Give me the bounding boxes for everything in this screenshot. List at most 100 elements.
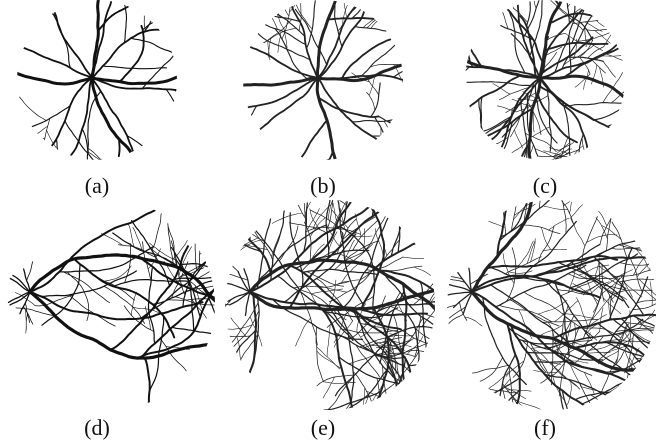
vessel xyxy=(250,207,369,292)
vessel xyxy=(375,117,385,135)
vessel xyxy=(20,97,47,121)
vessel xyxy=(104,266,131,281)
vessel xyxy=(407,336,423,354)
vessel xyxy=(576,298,588,328)
panel-caption: (d) xyxy=(84,415,110,440)
vessel xyxy=(328,152,333,163)
vessel xyxy=(226,336,250,337)
vessel xyxy=(481,97,482,129)
vessel xyxy=(381,127,382,139)
vessel xyxy=(600,308,603,332)
vessel xyxy=(103,66,167,69)
vessel xyxy=(326,159,330,161)
vessel xyxy=(544,206,568,209)
vessel xyxy=(610,392,613,395)
vessel xyxy=(119,139,120,159)
vessel xyxy=(447,314,463,325)
vessel xyxy=(619,279,655,282)
vessel xyxy=(502,388,505,400)
vessel xyxy=(465,317,483,326)
figure: (a) (b) (c) (d) (e) (f) xyxy=(0,0,656,445)
vessel xyxy=(131,292,136,315)
vessel xyxy=(355,27,387,32)
vessel xyxy=(460,302,467,321)
vessel xyxy=(467,82,531,86)
vessel xyxy=(549,150,579,161)
vessel xyxy=(327,325,330,357)
vessel xyxy=(166,89,175,102)
vessel xyxy=(584,70,589,89)
vessel xyxy=(509,271,533,274)
vessel-map xyxy=(222,196,437,411)
vessel xyxy=(563,103,623,106)
panel-caption: (a) xyxy=(85,173,109,198)
vessel xyxy=(606,215,612,251)
vessel xyxy=(523,0,540,37)
vessel xyxy=(514,204,535,215)
vessel-map xyxy=(15,0,179,163)
vessel xyxy=(497,106,516,112)
vessel xyxy=(367,92,375,110)
vessel xyxy=(285,9,289,16)
vessel xyxy=(229,274,248,280)
vessel xyxy=(512,204,517,231)
panel-caption: (f) xyxy=(534,415,556,440)
vessel xyxy=(414,267,432,276)
vessel xyxy=(65,121,96,163)
vessel xyxy=(296,318,311,346)
vessel xyxy=(574,39,577,59)
vessel xyxy=(486,221,505,228)
vessel xyxy=(547,88,551,152)
vessel xyxy=(449,285,472,292)
vessel-map xyxy=(243,0,405,162)
vessel xyxy=(543,249,567,251)
vessel xyxy=(384,121,388,128)
vessel xyxy=(27,262,33,281)
vessel xyxy=(152,212,162,251)
vessel xyxy=(245,292,250,316)
vessel xyxy=(403,257,427,258)
vessel xyxy=(56,139,57,151)
vessel xyxy=(336,341,388,396)
vessel xyxy=(586,352,610,353)
vessel xyxy=(335,248,368,270)
vessel xyxy=(223,299,231,308)
vessel xyxy=(506,361,524,377)
vessel xyxy=(353,372,372,403)
vessel xyxy=(597,209,607,226)
vessel xyxy=(518,2,540,78)
vessel xyxy=(304,201,306,237)
panel-caption: (e) xyxy=(311,415,335,440)
vessel-map xyxy=(9,210,218,406)
vessel xyxy=(433,302,437,303)
vessel xyxy=(613,270,652,277)
vessel xyxy=(613,290,652,294)
vessel xyxy=(54,9,93,78)
vessel xyxy=(568,0,572,7)
vessel xyxy=(568,381,572,405)
vessel xyxy=(516,241,533,267)
vessel xyxy=(533,112,534,132)
vessel xyxy=(469,75,520,106)
vessel xyxy=(120,26,144,82)
vessel xyxy=(603,61,615,77)
vessel xyxy=(630,330,656,332)
vessel xyxy=(92,78,132,154)
vessel xyxy=(594,110,620,120)
vessel xyxy=(612,222,628,259)
panel-caption: (c) xyxy=(533,173,557,198)
vessel xyxy=(574,323,576,347)
vessel xyxy=(533,127,550,137)
vessel xyxy=(606,54,625,61)
vessel xyxy=(637,300,656,303)
vessel xyxy=(101,234,122,246)
vessel xyxy=(247,238,271,274)
vessel xyxy=(302,156,303,160)
vessel xyxy=(464,67,470,72)
vessel xyxy=(466,61,540,78)
vessel xyxy=(324,382,356,384)
vessel xyxy=(607,123,614,126)
vessel xyxy=(300,120,327,160)
vessel xyxy=(92,0,99,78)
panel-caption: (b) xyxy=(310,173,336,198)
